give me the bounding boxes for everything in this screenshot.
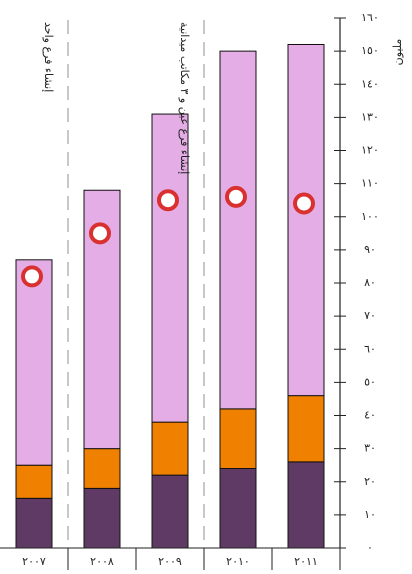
x-tick-label: ٢٠٠٩ <box>158 555 182 568</box>
x-tick-label: ٢٠٠٧ <box>22 555 46 568</box>
bar-segment-3 <box>151 113 189 423</box>
y-tick-label: ٠ <box>367 541 373 554</box>
bar-segment-2 <box>287 395 325 463</box>
y-tick-label: ٤٠ <box>364 409 376 422</box>
y-tick-label: ٩٠ <box>364 243 376 256</box>
y-axis: ٢٠٠٧ ٢٠٠٨ ٢٠٠٩ ٢٠١٠ ٢٠١١ ٠ ١٠ ٢٠ ٣٠ ٤٠ ٥٠ ٦٠ ٧٠ ٨٠ ٩٠ ١… <box>0 11 404 570</box>
marker-point <box>293 192 315 215</box>
y-tick-label: ١٦٠ <box>361 11 379 24</box>
bar-segment-2 <box>83 448 121 489</box>
annotation-label: إنشاء فرع عين و ٣ مكاتب ميدانية <box>178 22 191 174</box>
plot-area <box>15 44 325 549</box>
x-tick-label: ٢٠١٠ <box>226 555 250 568</box>
y-tick-label: ٥٠ <box>364 375 376 388</box>
marker-point <box>21 265 43 288</box>
bar-segment-2 <box>219 408 257 469</box>
y-tick-label: ٧٠ <box>364 309 376 322</box>
bar-segment-3 <box>219 50 257 410</box>
x-tick-label: ٢٠٠٨ <box>90 555 114 568</box>
x-tick-label: ٢٠١١ <box>294 555 318 568</box>
y-tick-label: ٢٠ <box>364 475 376 488</box>
bar-segment-3 <box>15 259 53 466</box>
y-tick-label: ٦٠ <box>364 342 376 355</box>
annotation-label: إنشاء فرع واحد <box>42 22 55 92</box>
bar-segment-2 <box>151 421 189 476</box>
y-tick-label: ١٢٠ <box>361 144 379 157</box>
y-tick-label: ١٥٠ <box>361 44 379 57</box>
y-tick-label: ٣٠ <box>364 442 376 455</box>
y-tick-label: ١٣٠ <box>361 110 379 123</box>
bar-segment-3 <box>287 44 325 397</box>
bar-segment-2 <box>15 464 53 499</box>
y-axis-title: مليون <box>391 39 404 66</box>
bar-segment-1 <box>83 487 121 549</box>
marker-point <box>225 185 247 208</box>
y-tick-label: ١٠ <box>364 508 376 521</box>
bar-segment-1 <box>151 474 189 549</box>
y-tick-label: ٨٠ <box>364 276 376 289</box>
marker-point <box>157 189 179 212</box>
y-tick-label: ١٤٠ <box>361 77 379 90</box>
bar-segment-1 <box>15 497 53 549</box>
annotations: إنشاء فرع واحد إنشاء فرع عين و ٣ مكاتب مي… <box>42 20 205 546</box>
y-tick-label: ١١٠ <box>361 177 379 190</box>
bar-segment-1 <box>219 468 257 549</box>
marker-point <box>89 222 111 245</box>
y-tick-label: ١٠٠ <box>361 210 379 223</box>
bar-segment-1 <box>287 461 325 549</box>
